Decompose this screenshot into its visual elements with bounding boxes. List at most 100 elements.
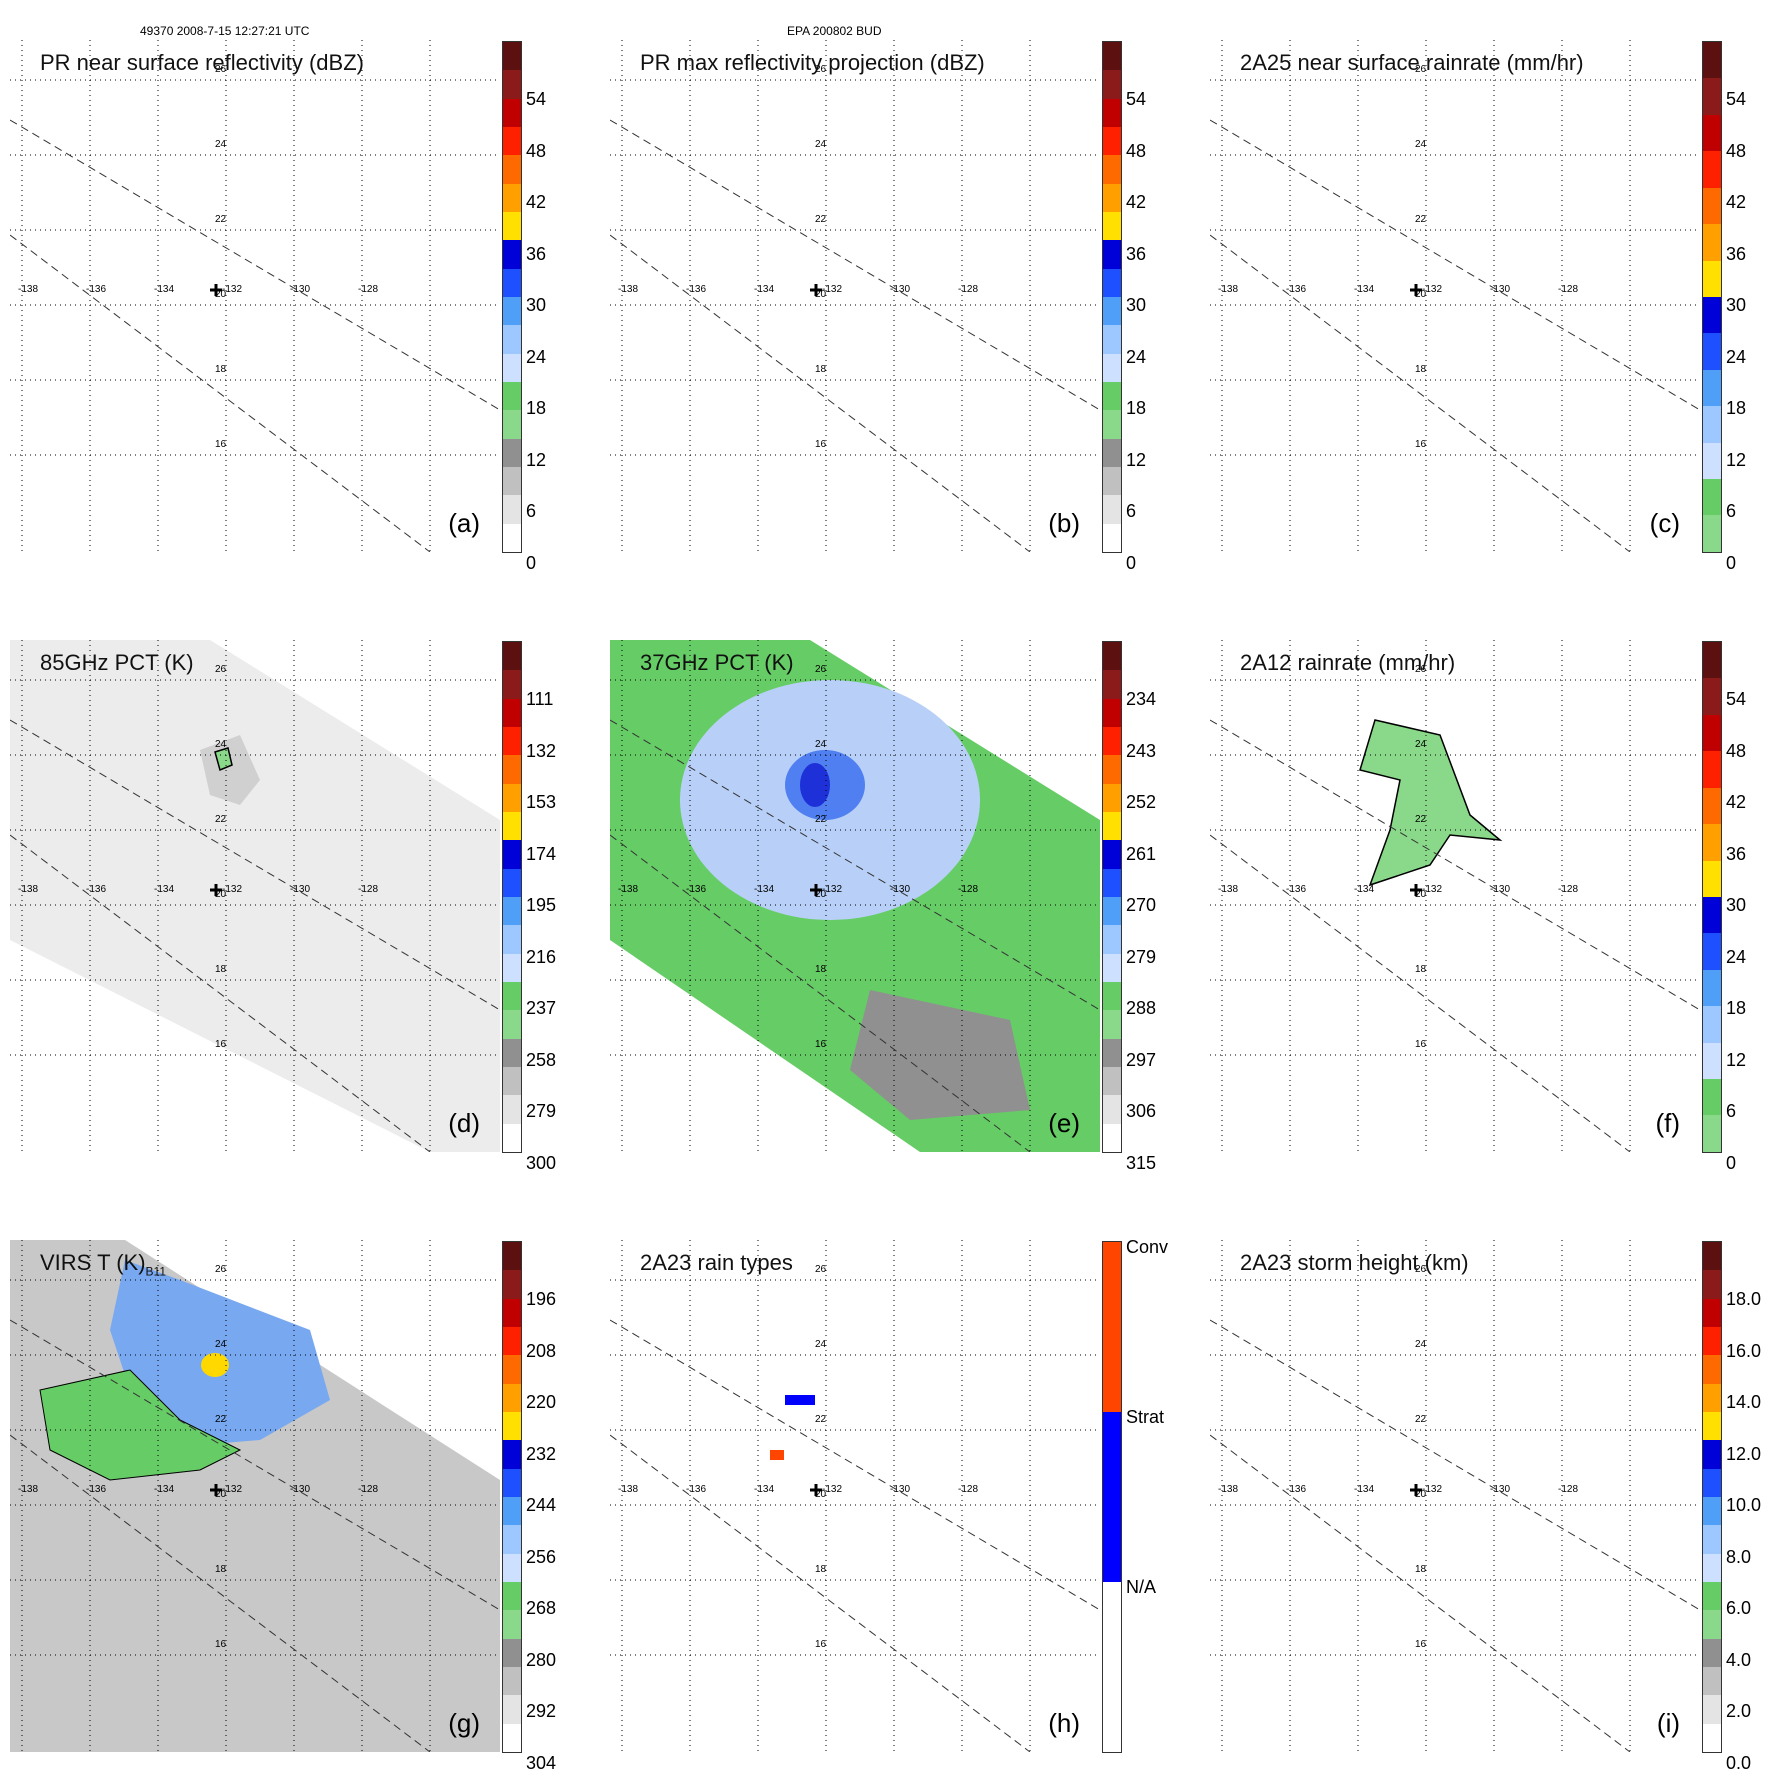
lon-label: -138 (618, 884, 639, 895)
colorbar-tick-label: 0 (526, 552, 537, 573)
lon-label: -134 (154, 884, 175, 895)
storm-center-marker (810, 884, 822, 896)
colorbar-tick-label: 300 (526, 1152, 557, 1173)
colorbar-segment (503, 381, 521, 411)
colorbar-segment (1703, 260, 1721, 297)
lat-label: 16 (815, 439, 827, 450)
lon-label: -132 (822, 884, 843, 895)
colorbar-segment (1703, 1581, 1721, 1611)
lat-label: 22 (815, 1414, 827, 1425)
colorbar-segment (503, 155, 521, 184)
colorbar-tick-label: 315 (1126, 1152, 1157, 1173)
colorbar-tick-label: 14.0 (1726, 1392, 1762, 1412)
colorbar-tick-label: 132 (526, 740, 557, 761)
colorbar-ticks: 54 48 42 36 30 24 18 12 6 0 (1726, 28, 1771, 588)
colorbar-tick-label: 24 (1726, 346, 1747, 367)
colorbar-segment (1703, 479, 1721, 516)
swath-edge-line (610, 834, 1031, 1152)
panel-letter: (a) (448, 508, 480, 538)
swath-edge-line (610, 719, 1100, 1011)
colorbar-segment (503, 1355, 521, 1384)
storm-center-marker (810, 284, 822, 296)
lon-label: -128 (1558, 1484, 1579, 1495)
colorbar-segment (503, 1411, 521, 1441)
panel-i: -138 -136 -134 -132 -130 -128 26 24 22 20 18 16 2A23… (1200, 1228, 1771, 1788)
colorbar-segment (503, 1496, 521, 1526)
colorbar-segment (503, 1095, 521, 1124)
lat-label: 26 (815, 64, 827, 75)
colorbar-segment (1103, 296, 1121, 326)
colorbar-segment (1103, 670, 1121, 699)
colorbar-tick-label: 292 (526, 1701, 557, 1721)
cold-cloud-top (201, 1353, 229, 1377)
panel-e: -138 -136 -134 -132 -130 -128 26 24 22 20 18 16 37GH… (600, 628, 1180, 1188)
lat-label: 16 (1415, 439, 1427, 450)
lat-label: 24 (815, 139, 827, 150)
colorbar-segment (1703, 1042, 1721, 1080)
panel-letter: (f) (1655, 1108, 1680, 1138)
colorbar-segment (1703, 1355, 1721, 1384)
panel-title-text: VIRS T (K) (40, 1250, 146, 1275)
colorbar-tick-label: 304 (526, 1752, 557, 1773)
swath-edge-line (610, 234, 1031, 552)
colorbar-segment (1703, 333, 1721, 370)
lon-label: -130 (290, 1484, 311, 1495)
colorbar-tick-label: 12 (1126, 449, 1147, 470)
lon-label: -138 (1218, 884, 1239, 895)
colorbar-segment (1103, 698, 1121, 727)
colorbar-tick-label: 288 (1126, 998, 1157, 1018)
colorbar-segment (1703, 860, 1721, 897)
panel-b: -138 -136 -134 -132 -130 -128 26 24 22 20 18 16 PR m… (600, 28, 1180, 588)
lon-label: -136 (1286, 284, 1307, 295)
lat-label: 20 (1415, 289, 1427, 300)
lon-label: -130 (1490, 884, 1511, 895)
colorbar-segment (1103, 381, 1121, 411)
colorbar (502, 1241, 522, 1753)
panel-g: -138 -136 -134 -132 -130 -128 26 24 22 20 18 16 VIRS… (0, 1228, 580, 1788)
lon-label: -138 (1218, 1484, 1239, 1495)
colorbar-segment (1703, 824, 1721, 861)
storm-center-marker (210, 884, 222, 896)
lat-label: 16 (815, 1639, 827, 1650)
swath-edge-line (1210, 1319, 1700, 1611)
colorbar-segment (503, 1326, 521, 1356)
panel-title: 85GHz PCT (K) (40, 650, 194, 676)
lon-label: -136 (86, 884, 107, 895)
panel-title: PR max reflectivity projection (dBZ) (640, 50, 985, 76)
colorbar-segment (1703, 187, 1721, 225)
panel-title-text: 2A23 rain types (640, 1250, 793, 1275)
colorbar-segment (1103, 353, 1121, 382)
colorbar-segment (1703, 896, 1721, 934)
colorbar-tick-label: 36 (526, 243, 547, 264)
header-orbit-time: 49370 2008-7-15 12:27:21 UTC (140, 24, 310, 38)
panel-title: VIRS T (K)B11 (40, 1250, 166, 1278)
colorbar-segment (503, 1695, 521, 1724)
storm-center-marker (1410, 1484, 1422, 1496)
colorbar-segment (1703, 678, 1721, 715)
colorbar-segment (1103, 1412, 1121, 1582)
lon-label: -132 (822, 284, 843, 295)
colorbar-segment (1703, 1242, 1721, 1271)
lon-label: -136 (1286, 884, 1307, 895)
colorbar-tick-label: 195 (526, 895, 557, 915)
colorbar-segment (503, 642, 521, 671)
storm-center-marker (1410, 884, 1422, 896)
lat-label: 18 (815, 1564, 827, 1575)
colorbar-tick-label: 36 (1726, 843, 1747, 864)
colorbar-tick-label: 6 (1126, 501, 1137, 521)
lat-label: 18 (815, 964, 827, 975)
lon-label: -134 (1354, 884, 1375, 895)
swath-edge-line (10, 719, 500, 1011)
panel-title: 2A23 storm height (km) (1240, 1250, 1469, 1276)
lat-label: 26 (1415, 64, 1427, 75)
map-graphic-i (1210, 1240, 1700, 1752)
lon-label: -132 (222, 884, 243, 895)
colorbar-segment (1703, 714, 1721, 752)
colorbar-segment (1703, 1695, 1721, 1724)
colorbar (1702, 41, 1722, 553)
colorbar-segment (503, 1242, 521, 1271)
colorbar (502, 641, 522, 1153)
lon-label: -134 (754, 284, 775, 295)
swath-edge-line (610, 119, 1100, 411)
colorbar-segment (503, 1010, 521, 1039)
